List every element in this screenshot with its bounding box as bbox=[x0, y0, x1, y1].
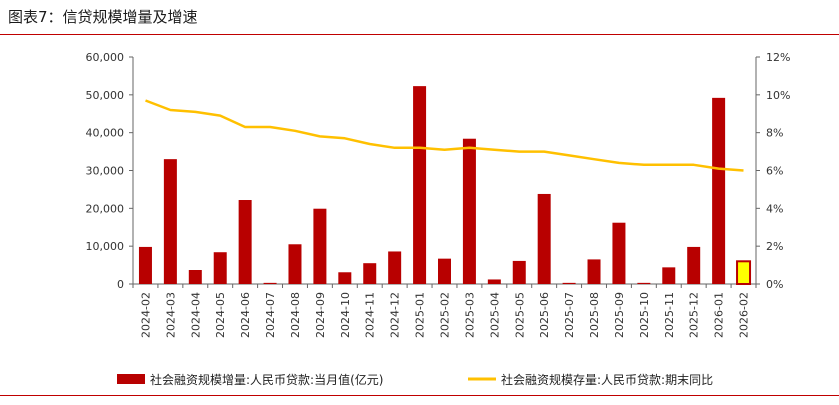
bar-2024-08 bbox=[288, 244, 302, 284]
chart-axes: 0 10,000 20,000 30,000 40,000 50,000 60,000 0% 2… bbox=[86, 51, 791, 338]
legend-line-label: 社会融资规模存量:人民币贷款:期末同比 bbox=[501, 372, 713, 387]
x-tick-label: 2025-03 bbox=[463, 292, 476, 338]
bar-2024-09 bbox=[313, 208, 327, 284]
x-tick-label: 2024-08 bbox=[289, 292, 302, 338]
title-divider bbox=[0, 34, 839, 35]
y-right-tick-label: 12% bbox=[766, 51, 790, 64]
x-tick-label: 2026-01 bbox=[713, 292, 726, 338]
x-tick-label: 2024-10 bbox=[339, 292, 352, 338]
x-tick-label: 2024-11 bbox=[364, 292, 377, 338]
bar-2024-03 bbox=[163, 159, 177, 284]
y-left-tick-label: 10,000 bbox=[86, 240, 125, 253]
bar-2025-08 bbox=[587, 259, 601, 284]
bar-2024-05 bbox=[213, 252, 227, 284]
y-right-tick-label: 0% bbox=[766, 278, 783, 291]
legend-bar-label: 社会融资规模增量:人民币贷款:当月值(亿元) bbox=[150, 372, 383, 387]
x-tick-label: 2025-02 bbox=[439, 292, 452, 338]
x-tick-label: 2025-04 bbox=[488, 292, 501, 338]
bar-2025-05 bbox=[512, 260, 526, 284]
bar-2024-12 bbox=[388, 251, 402, 284]
x-tick-label: 2024-09 bbox=[314, 292, 327, 338]
x-tick-label: 2025-05 bbox=[513, 292, 526, 338]
chart-bars bbox=[138, 86, 752, 285]
bar-2026-02 bbox=[736, 260, 752, 285]
y-right-tick-label: 4% bbox=[766, 202, 783, 215]
x-tick-label: 2025-09 bbox=[613, 292, 626, 338]
bar-2025-09 bbox=[612, 222, 626, 284]
bar-2025-01 bbox=[413, 86, 427, 284]
x-tick-label: 2025-11 bbox=[663, 292, 676, 338]
bar-2025-03 bbox=[462, 138, 476, 284]
x-tick-label: 2024-06 bbox=[239, 292, 252, 338]
x-tick-label: 2024-05 bbox=[214, 292, 227, 338]
x-tick-label: 2026-02 bbox=[738, 292, 751, 338]
y-left-tick-label: 60,000 bbox=[86, 51, 125, 64]
chart-line bbox=[145, 99, 744, 172]
bar-2025-10 bbox=[637, 282, 651, 284]
chart: 0 10,000 20,000 30,000 40,000 50,000 60,000 0% 2… bbox=[86, 51, 791, 387]
bar-2025-11 bbox=[662, 267, 676, 284]
bar-2024-02 bbox=[138, 246, 152, 284]
y-left-tick-label: 40,000 bbox=[86, 127, 125, 140]
y-right-tick-label: 6% bbox=[766, 165, 783, 178]
x-tick-label: 2025-10 bbox=[638, 292, 651, 338]
x-tick-label: 2025-08 bbox=[588, 292, 601, 338]
footer-divider bbox=[0, 395, 839, 396]
x-tick-label: 2024-04 bbox=[189, 292, 202, 338]
legend-bar-swatch bbox=[117, 374, 145, 384]
bar-2024-07 bbox=[263, 282, 277, 284]
x-tick-label: 2025-06 bbox=[538, 292, 551, 338]
bar-2026-01 bbox=[712, 97, 726, 284]
bar-2024-10 bbox=[338, 272, 352, 284]
bar-2025-04 bbox=[487, 279, 501, 284]
bar-2024-04 bbox=[188, 270, 202, 284]
y-right-tick-label: 2% bbox=[766, 240, 783, 253]
bar-2024-11 bbox=[363, 263, 377, 284]
line-series bbox=[145, 99, 744, 172]
y-right-tick-label: 10% bbox=[766, 89, 790, 102]
x-tick-label: 2025-07 bbox=[563, 292, 576, 338]
bar-2025-06 bbox=[537, 193, 551, 284]
y-right-tick-label: 8% bbox=[766, 127, 783, 140]
bar-2024-06 bbox=[238, 200, 252, 284]
x-tick-label: 2024-07 bbox=[264, 292, 277, 338]
y-left-tick-label: 20,000 bbox=[86, 202, 125, 215]
x-tick-label: 2025-12 bbox=[688, 292, 701, 338]
x-tick-label: 2024-02 bbox=[139, 292, 152, 338]
y-left-tick-label: 30,000 bbox=[86, 165, 125, 178]
chart-legend: 社会融资规模增量:人民币贷款:当月值(亿元) 社会融资规模存量:人民币贷款:期末同… bbox=[117, 372, 713, 387]
x-tick-label: 2025-01 bbox=[414, 292, 427, 338]
chart-title: 图表7：信贷规模增量及增速 bbox=[8, 8, 198, 26]
bar-2025-07 bbox=[562, 282, 576, 284]
y-left-tick-label: 0 bbox=[117, 278, 124, 291]
x-tick-label: 2024-12 bbox=[389, 292, 402, 338]
y-left-tick-label: 50,000 bbox=[86, 89, 125, 102]
bar-2025-02 bbox=[438, 258, 451, 284]
bar-2025-12 bbox=[687, 246, 701, 284]
x-tick-label: 2024-03 bbox=[164, 292, 177, 338]
